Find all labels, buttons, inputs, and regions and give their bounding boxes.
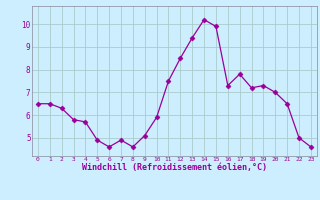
X-axis label: Windchill (Refroidissement éolien,°C): Windchill (Refroidissement éolien,°C)	[82, 163, 267, 172]
